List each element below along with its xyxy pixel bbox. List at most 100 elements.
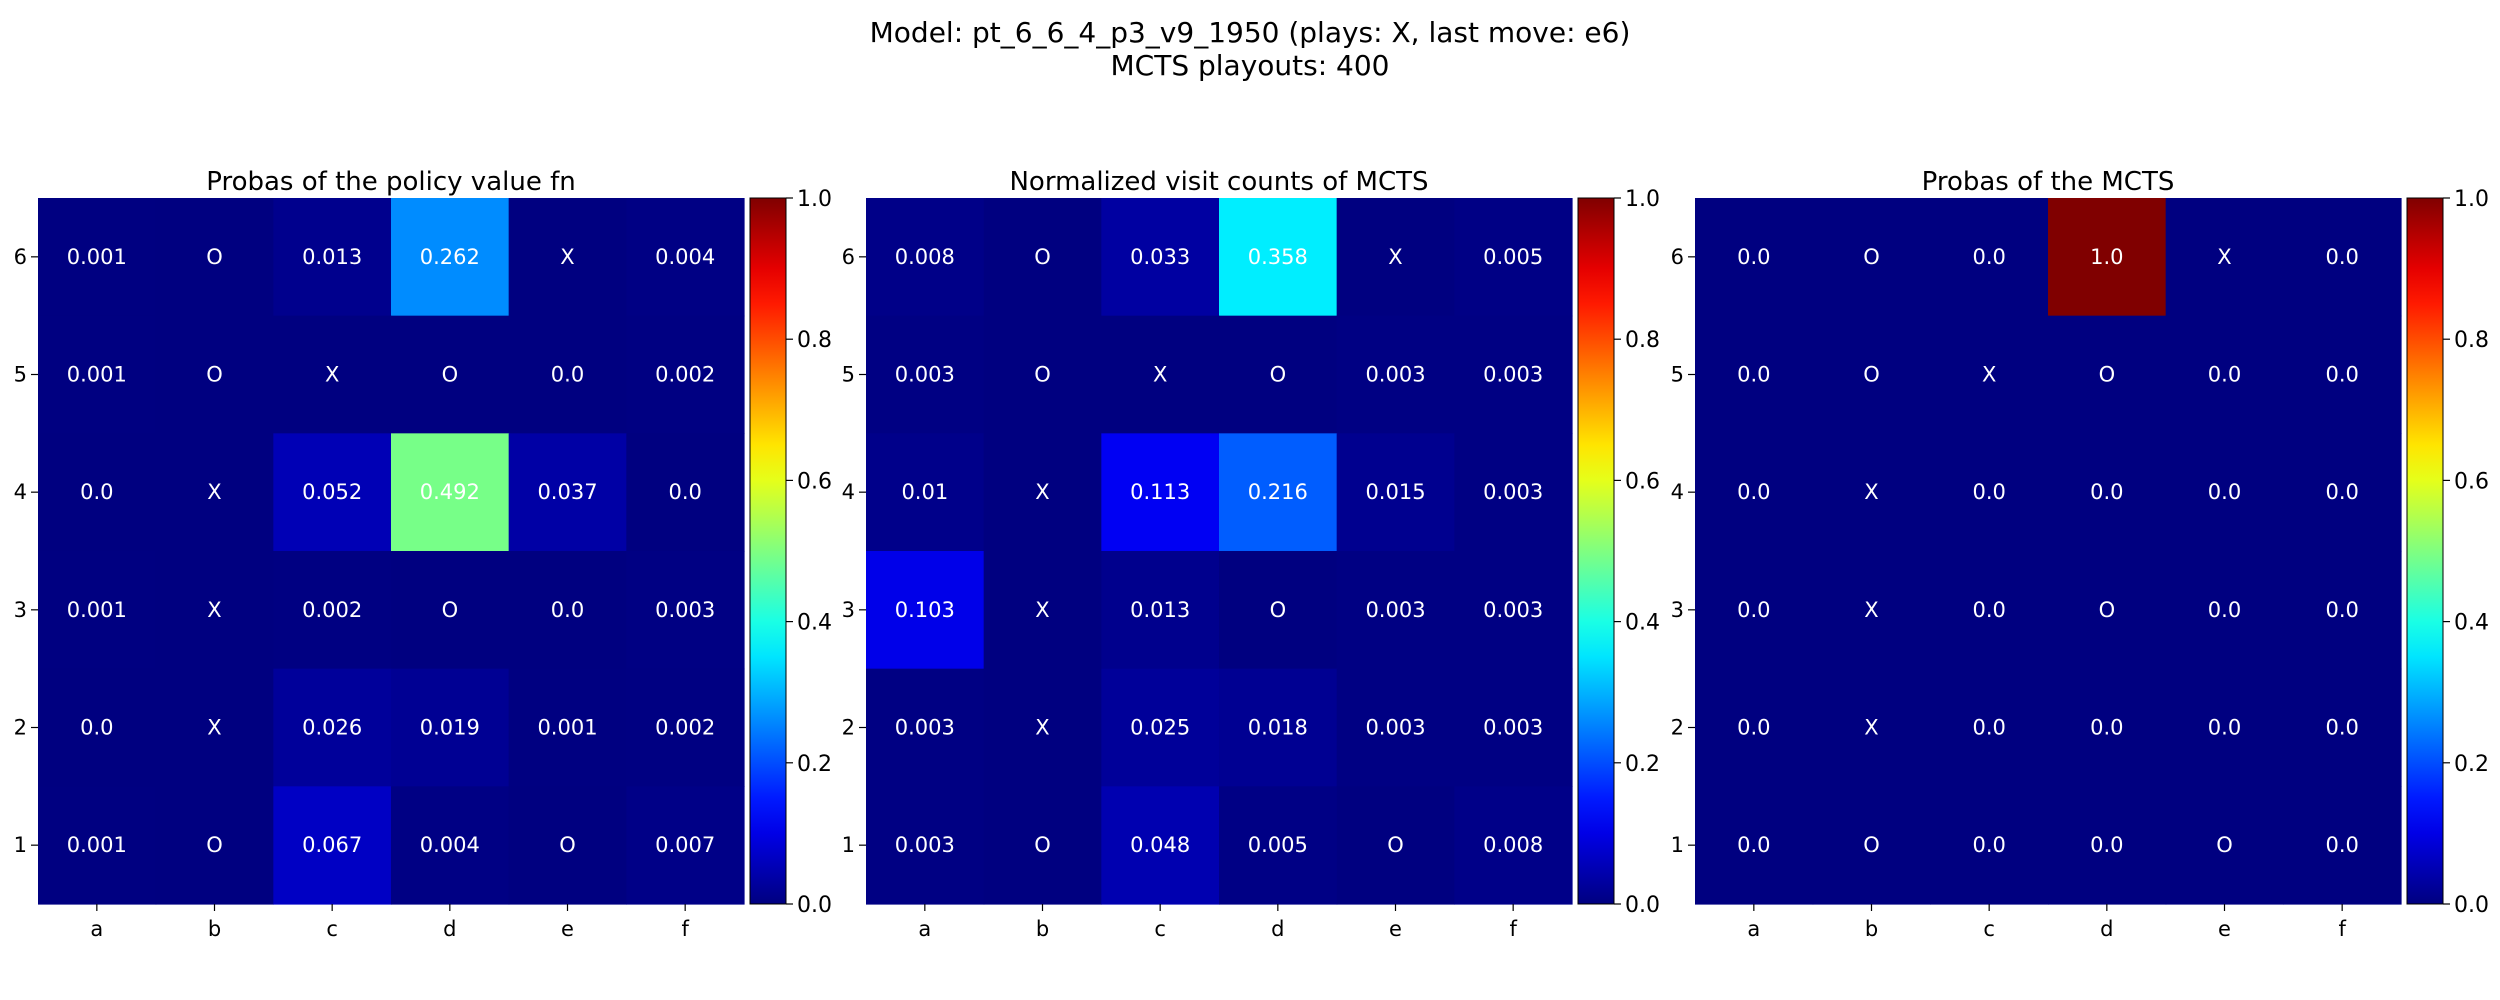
cell-label: 0.0	[2090, 480, 2123, 504]
heatmap-cell	[626, 786, 745, 905]
heatmap-cell	[273, 668, 392, 787]
cell-label: 0.103	[895, 598, 955, 622]
cell-label: 0.0	[1737, 480, 1770, 504]
heatmap-cell	[1336, 668, 1455, 787]
cell-label: 0.0	[2325, 480, 2358, 504]
y-tick-label: 2	[842, 716, 855, 740]
cell-label: X	[1982, 363, 1996, 387]
heatmap-cell	[983, 198, 1102, 317]
x-tick-label: e	[2218, 917, 2231, 941]
colorbar-tick-label: 0.8	[797, 328, 832, 353]
y-tick-label: 6	[1671, 245, 1684, 269]
y-tick-label: 1	[14, 833, 27, 857]
heatmap-panel-1: Probas of the policy value fn 0.001 O 0.0 1 3…	[14, 167, 832, 941]
x-tick-label: f	[1509, 917, 1517, 941]
heatmap-cell	[1812, 433, 1931, 552]
heatmap-cell	[866, 433, 985, 552]
cell-label: 0.0	[2208, 716, 2241, 740]
cell-label: 0.001	[537, 716, 597, 740]
cell-label: 0.0	[1737, 363, 1770, 387]
cell-label: O	[206, 245, 223, 269]
heatmap-cell	[155, 668, 274, 787]
cell-label: X	[325, 363, 339, 387]
cell-label: 0.003	[895, 716, 955, 740]
x-tick-label: f	[681, 917, 689, 941]
cell-label: 0.015	[1365, 480, 1425, 504]
cell-label: 0.0	[1972, 480, 2005, 504]
cell-label: X	[1153, 363, 1167, 387]
cell-label: 0.003	[1365, 598, 1425, 622]
heatmap-cell	[1336, 551, 1455, 670]
heatmap-cell	[38, 315, 157, 434]
colorbar-tick-label: 0.2	[797, 752, 832, 777]
heatmap-cell	[1219, 668, 1338, 787]
heatmap-cell	[273, 786, 392, 905]
heatmap-cell	[2165, 668, 2284, 787]
heatmap-cell	[1695, 786, 1814, 905]
heatmap-cell	[1101, 315, 1220, 434]
cell-label: 0.0	[2208, 598, 2241, 622]
heatmap-cell	[1219, 786, 1338, 905]
heatmap-cell	[626, 315, 745, 434]
cell-label: O	[1863, 833, 1880, 857]
heatmap-cell	[273, 551, 392, 670]
heatmap-cell	[2048, 315, 2167, 434]
heatmap-cell	[1695, 668, 1814, 787]
heatmap-cell	[1101, 551, 1220, 670]
heatmap-cell	[1101, 198, 1220, 317]
heatmap-cell	[155, 551, 274, 670]
heatmap-cell	[1930, 551, 2049, 670]
y-tick-label: 4	[1671, 480, 1684, 504]
cell-label: O	[2099, 363, 2116, 387]
cell-label: 0.216	[1248, 480, 1308, 504]
cell-label: 0.0	[1972, 245, 2005, 269]
panel-title: Probas of the policy value fn	[206, 167, 575, 197]
y-tick-label: 3	[1671, 598, 1684, 622]
heatmap-cell	[2048, 786, 2167, 905]
y-tick-label: 5	[1671, 363, 1684, 387]
cell-label: 0.018	[1248, 716, 1308, 740]
heatmap-cell	[1812, 668, 1931, 787]
y-tick-label: 2	[1671, 716, 1684, 740]
heatmap-cell	[391, 786, 510, 905]
x-tick-label: a	[90, 917, 103, 941]
cell-label: 1.0	[2090, 245, 2123, 269]
cell-label: O	[1270, 363, 1287, 387]
heatmap-cell	[866, 551, 985, 670]
heatmap-cell	[1454, 551, 1573, 670]
cell-label: O	[559, 833, 576, 857]
cell-label: 0.003	[1365, 716, 1425, 740]
colorbar-tick-label: 0.6	[797, 469, 832, 494]
x-tick-label: d	[2100, 917, 2113, 941]
cell-label: 0.0	[80, 480, 113, 504]
colorbar-tick-label: 0.2	[1625, 752, 1660, 777]
cell-label: 0.0	[2208, 363, 2241, 387]
y-tick-label: 2	[14, 716, 27, 740]
heatmap-cell	[983, 668, 1102, 787]
cell-label: X	[207, 716, 221, 740]
heatmap-cell	[866, 315, 985, 434]
x-tick-label: d	[443, 917, 456, 941]
cell-label: 0.067	[302, 833, 362, 857]
heatmap-cell	[38, 198, 157, 317]
cell-label: 0.008	[1483, 833, 1543, 857]
x-tick-label: f	[2338, 917, 2346, 941]
heatmap-cell	[983, 433, 1102, 552]
heatmap-panel-2: Normalized visit counts of MCTS 0.008 O 0.0…	[842, 167, 1660, 941]
x-tick-label: e	[1389, 917, 1402, 941]
cell-label: 0.013	[1130, 598, 1190, 622]
heatmap-cell	[1219, 433, 1338, 552]
heatmap-cell	[391, 551, 510, 670]
y-tick-label: 5	[14, 363, 27, 387]
heatmap-panel-3: Probas of the MCTS 0.0 O 0.0 1.0 X 0.0 0.0 O X O 0.…	[1671, 167, 2489, 941]
heatmap-cell	[983, 315, 1102, 434]
cell-label: 0.0	[2325, 245, 2358, 269]
heatmap-cell	[1336, 433, 1455, 552]
y-tick-label: 3	[14, 598, 27, 622]
x-tick-label: c	[1983, 917, 1995, 941]
colorbar-tick-label: 0.8	[2454, 328, 2489, 353]
cell-label: 0.0	[2208, 480, 2241, 504]
colorbar-tick-label: 0.0	[1625, 893, 1660, 918]
heatmap-cell	[1930, 786, 2049, 905]
